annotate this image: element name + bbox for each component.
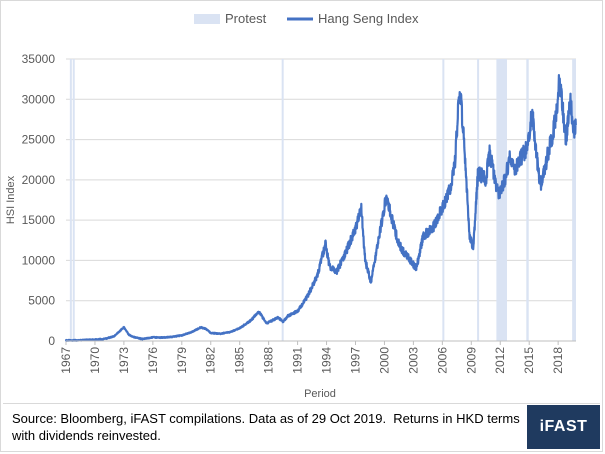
x-axis-label: Period — [304, 388, 336, 400]
y-tick-30000: 30000 — [22, 92, 56, 106]
source-note: Source: Bloomberg, iFAST compilations. D… — [12, 411, 520, 443]
protest-band-1 — [69, 59, 72, 341]
ifast-logo: iFAST — [527, 405, 600, 449]
protest-band-2 — [72, 59, 75, 341]
x-tick-2018: 2018 — [551, 347, 565, 374]
x-tick-1976: 1976 — [146, 347, 160, 374]
x-tick-1997: 1997 — [348, 347, 362, 374]
x-tick-1994: 1994 — [320, 347, 334, 374]
protest-band-7 — [526, 59, 529, 341]
hang-seng-line — [64, 74, 577, 342]
x-tick-1973: 1973 — [117, 347, 131, 374]
x-tick-2015: 2015 — [522, 347, 536, 374]
y-tick-0: 0 — [48, 334, 55, 348]
x-tick-1985: 1985 — [233, 347, 247, 374]
y-axis-label: HSI Index — [5, 175, 17, 224]
x-tick-2003: 2003 — [406, 347, 420, 374]
x-tick-1991: 1991 — [291, 347, 305, 374]
x-tick-2000: 2000 — [377, 347, 391, 374]
y-tick-35000: 35000 — [22, 52, 56, 66]
x-tick-2012: 2012 — [493, 347, 507, 374]
y-tick-20000: 20000 — [22, 173, 56, 187]
legend-label-protest: Protest — [225, 11, 267, 26]
x-tick-2006: 2006 — [435, 347, 449, 374]
x-tick-1979: 1979 — [175, 347, 189, 374]
x-tick-1988: 1988 — [262, 347, 276, 374]
footer: Source: Bloomberg, iFAST compilations. D… — [3, 403, 600, 450]
y-tick-15000: 15000 — [22, 213, 56, 227]
x-tick-1970: 1970 — [88, 347, 102, 374]
legend-swatch-protest — [194, 14, 220, 24]
legend-label-hang-seng: Hang Seng Index — [318, 11, 419, 26]
x-tick-labels: 1967 1970 1973 1976 1979 1982 1985 1988 1991 1994… — [59, 341, 565, 374]
y-tick-25000: 25000 — [22, 133, 56, 147]
protest-band-6 — [496, 59, 508, 341]
x-tick-1982: 1982 — [204, 347, 218, 374]
x-tick-2009: 2009 — [464, 347, 478, 374]
hsi-chart: 0 5000 10000 15000 20000 25000 30000 35000 1967… — [5, 11, 577, 400]
y-tick-labels: 0 5000 10000 15000 20000 25000 30000 35000 — [22, 52, 56, 348]
protest-band-3 — [281, 59, 284, 341]
protest-bands — [69, 59, 576, 341]
x-tick-1967: 1967 — [59, 347, 73, 374]
y-tick-5000: 5000 — [28, 294, 55, 308]
legend: Protest Hang Seng Index — [194, 11, 419, 26]
protest-band-5 — [477, 59, 480, 341]
y-tick-10000: 10000 — [22, 253, 56, 267]
gridlines — [66, 58, 576, 302]
protest-band-8 — [572, 59, 576, 341]
